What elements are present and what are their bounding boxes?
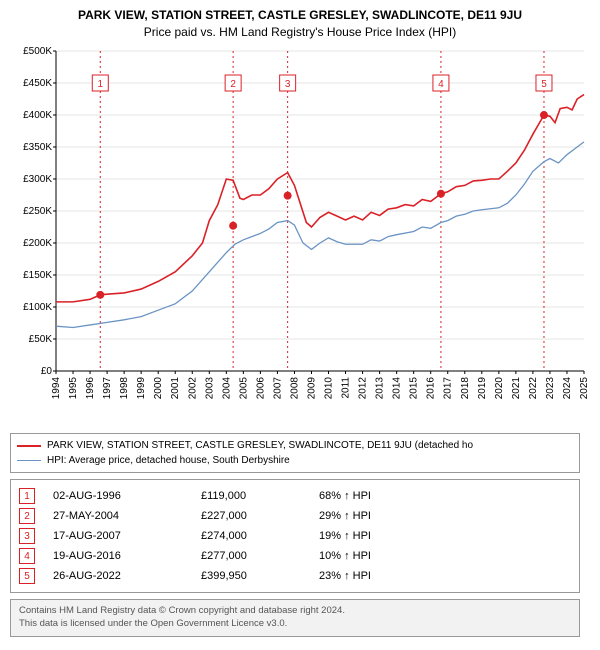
svg-text:2016: 2016 [426,377,437,400]
transaction-pct: 10% ↑ HPI [319,550,439,562]
svg-text:2006: 2006 [255,377,266,400]
svg-text:£500K: £500K [23,46,52,57]
title-sub: Price paid vs. HM Land Registry's House … [10,25,590,39]
svg-text:2018: 2018 [460,377,471,400]
transaction-row: 4 19-AUG-2016 £277,000 10% ↑ HPI [19,546,571,566]
transaction-date: 17-AUG-2007 [53,530,183,542]
svg-text:2010: 2010 [324,377,335,400]
svg-text:£300K: £300K [23,174,52,185]
svg-text:2022: 2022 [528,377,539,400]
svg-text:£250K: £250K [23,206,52,217]
svg-text:1: 1 [98,79,104,90]
transaction-marker: 5 [19,568,35,584]
transaction-date: 02-AUG-1996 [53,490,183,502]
transaction-marker: 4 [19,548,35,564]
transaction-pct: 23% ↑ HPI [319,570,439,582]
svg-text:3: 3 [285,79,291,90]
title-main: PARK VIEW, STATION STREET, CASTLE GRESLE… [10,8,590,22]
transaction-row: 5 26-AUG-2022 £399,950 23% ↑ HPI [19,566,571,586]
svg-text:2025: 2025 [579,377,590,400]
legend-row: HPI: Average price, detached house, Sout… [17,453,573,468]
svg-text:1996: 1996 [85,377,96,400]
transaction-marker: 2 [19,508,35,524]
transactions-table: 1 02-AUG-1996 £119,000 68% ↑ HPI 2 27-MAY-200… [10,479,580,593]
transaction-pct: 68% ↑ HPI [319,490,439,502]
svg-text:1994: 1994 [51,377,62,400]
svg-text:2017: 2017 [443,377,454,400]
legend-label: PARK VIEW, STATION STREET, CASTLE GRESLE… [47,438,473,453]
transaction-pct: 19% ↑ HPI [319,530,439,542]
svg-text:2021: 2021 [511,377,522,400]
svg-text:£400K: £400K [23,110,52,121]
plot-area: £0 £50K £100K £150K £200K £250K £300K £350K £400… [10,45,590,425]
svg-text:5: 5 [541,79,547,90]
legend-swatch [17,460,41,461]
svg-text:2009: 2009 [306,377,317,400]
svg-text:2012: 2012 [358,377,369,400]
svg-text:4: 4 [438,79,444,90]
svg-text:2019: 2019 [477,377,488,400]
svg-text:£350K: £350K [23,142,52,153]
svg-text:2023: 2023 [545,377,556,400]
transaction-row: 3 17-AUG-2007 £274,000 19% ↑ HPI [19,526,571,546]
transaction-price: £399,950 [201,570,301,582]
svg-text:1998: 1998 [119,377,130,400]
svg-text:2013: 2013 [375,377,386,400]
svg-text:1995: 1995 [68,377,79,400]
legend: PARK VIEW, STATION STREET, CASTLE GRESLE… [10,433,580,473]
transaction-date: 26-AUG-2022 [53,570,183,582]
svg-text:2004: 2004 [221,377,232,400]
transaction-date: 27-MAY-2004 [53,510,183,522]
legend-label: HPI: Average price, detached house, Sout… [47,453,290,468]
transaction-marker: 1 [19,488,35,504]
svg-text:£200K: £200K [23,238,52,249]
transaction-row: 2 27-MAY-2004 £227,000 29% ↑ HPI [19,506,571,526]
transaction-marker: 3 [19,528,35,544]
transaction-row: 1 02-AUG-1996 £119,000 68% ↑ HPI [19,486,571,506]
chart-container: PARK VIEW, STATION STREET, CASTLE GRESLE… [0,0,600,425]
svg-text:2011: 2011 [341,377,352,399]
transaction-price: £277,000 [201,550,301,562]
legend-swatch [17,445,41,447]
svg-text:2014: 2014 [392,377,403,400]
transaction-price: £274,000 [201,530,301,542]
chart-svg: £0 £50K £100K £150K £200K £250K £300K £350K £400… [10,45,590,425]
transaction-price: £119,000 [201,490,301,502]
svg-text:2001: 2001 [170,377,181,400]
svg-text:£150K: £150K [23,270,52,281]
footer-line-1: Contains HM Land Registry data © Crown c… [19,605,571,618]
svg-text:2000: 2000 [153,377,164,400]
svg-text:2005: 2005 [238,377,249,400]
footer-line-2: This data is licensed under the Open Gov… [19,618,571,631]
svg-text:1997: 1997 [102,377,113,400]
transaction-pct: 29% ↑ HPI [319,510,439,522]
svg-text:2002: 2002 [187,377,198,400]
footer: Contains HM Land Registry data © Crown c… [10,599,580,637]
svg-text:£0: £0 [41,366,53,377]
svg-text:£50K: £50K [29,334,53,345]
svg-text:£100K: £100K [23,302,52,313]
svg-text:2015: 2015 [409,377,420,400]
svg-text:2007: 2007 [272,377,283,400]
legend-row: PARK VIEW, STATION STREET, CASTLE GRESLE… [17,438,573,453]
svg-text:2020: 2020 [494,377,505,400]
svg-text:2008: 2008 [289,377,300,400]
transaction-price: £227,000 [201,510,301,522]
svg-text:2024: 2024 [562,377,573,400]
transaction-date: 19-AUG-2016 [53,550,183,562]
svg-text:1999: 1999 [136,377,147,400]
svg-text:2003: 2003 [204,377,215,400]
svg-text:2: 2 [230,79,236,90]
svg-text:£450K: £450K [23,78,52,89]
